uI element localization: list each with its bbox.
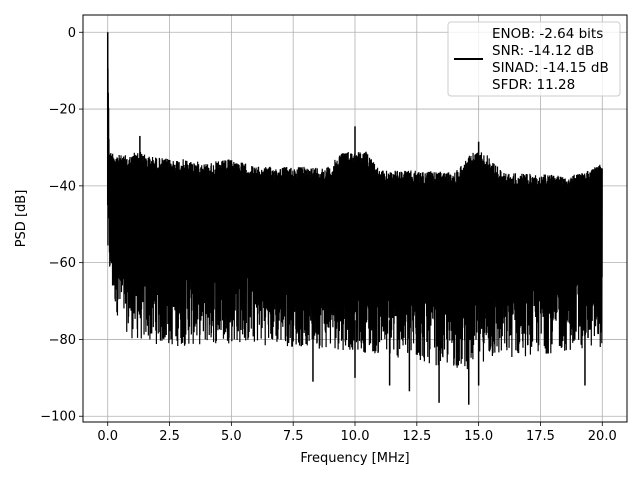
x-tick-label: 17.5: [526, 429, 555, 444]
y-tick-label: 0: [68, 26, 76, 41]
legend-enob: ENOB: -2.64 bits: [492, 26, 603, 42]
y-tick-label: −80: [49, 333, 76, 348]
x-tick-label: 12.5: [402, 429, 431, 444]
y-tick-label: −60: [49, 256, 76, 271]
x-axis-label: Frequency [MHz]: [300, 451, 409, 466]
y-tick-label: −40: [49, 179, 76, 194]
x-tick-label: 2.5: [159, 429, 180, 444]
psd-series: [106, 32, 603, 405]
y-tick-label: −100: [40, 410, 76, 425]
legend-box: [447, 21, 621, 97]
legend-snr: SNR: -14.12 dB: [492, 43, 594, 59]
x-tick-label: 0.0: [97, 429, 118, 444]
x-tick-label: 20.0: [588, 429, 617, 444]
x-tick-label: 10.0: [341, 429, 370, 444]
x-tick-label: 7.5: [283, 429, 304, 444]
x-tick-label: 5.0: [221, 429, 242, 444]
legend: ENOB: -2.64 bits SNR: -14.12 dB SINAD: -…: [447, 21, 621, 97]
x-tick-label: 15.0: [464, 429, 493, 444]
legend-sfdr: SFDR: 11.28: [492, 77, 575, 93]
y-tick-label: −20: [49, 103, 76, 118]
ticks: 0.0 2.5 5.0 7.5 10.0 12.5 15.0 17.5 20.0 0 −20 −40 −…: [40, 26, 616, 444]
legend-sinad: SINAD: -14.15 dB: [492, 60, 609, 76]
y-axis-label: PSD [dB]: [14, 190, 29, 248]
